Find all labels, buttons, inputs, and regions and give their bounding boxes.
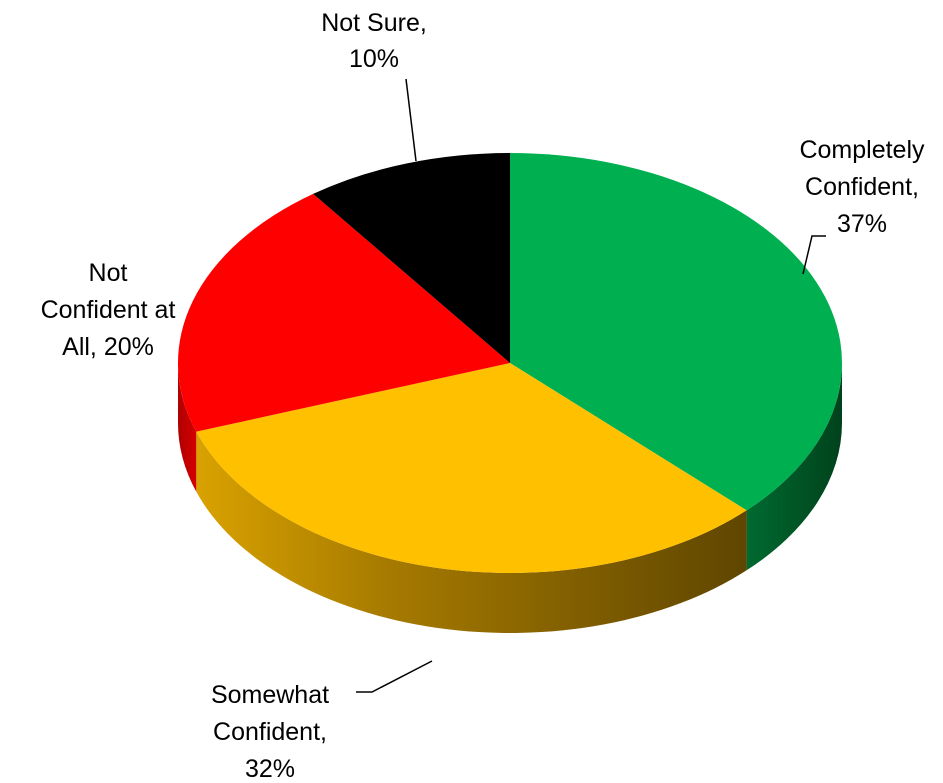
pie-slice-somewhat-confident (196, 363, 747, 573)
pie-slices (177, 153, 842, 573)
pie-side-not-confident-at-all (178, 363, 197, 492)
data-label-line: Confident, (805, 173, 919, 201)
data-label-line: Somewhat (211, 681, 329, 709)
data-label-line: 37% (837, 210, 887, 238)
data-labels: Completely Confident, 37% Somewhat Confident… (41, 9, 925, 783)
pie-slice-completely-confident (510, 153, 842, 511)
data-label-line: Not (89, 259, 128, 287)
pie-slice-not-confident-at-all (177, 193, 510, 432)
data-label-line: Confident at (41, 296, 176, 324)
pie-sides (178, 363, 842, 633)
data-label-line: Confident, (213, 718, 327, 746)
data-label-completely-confident: Completely Confident, 37% (799, 136, 925, 238)
pie-side-completely-confident (746, 363, 842, 571)
leader-line-not-sure (405, 78, 417, 162)
pie-slice-not-sure (313, 153, 510, 363)
pie-side-somewhat-confident (196, 431, 747, 633)
data-label-not-sure: Not Sure, 10% (321, 9, 427, 73)
data-label-line: 10% (349, 45, 399, 73)
leader-line-somewhat-confident (356, 660, 433, 693)
data-label-line: Completely (799, 136, 925, 164)
data-label-line: 32% (245, 755, 295, 783)
data-label-somewhat-confident: Somewhat Confident, 32% (211, 681, 329, 783)
leader-lines (356, 78, 826, 693)
data-label-not-confident-at-all: Not Confident at All, 20% (41, 259, 176, 361)
data-label-line: Not Sure, (321, 9, 427, 37)
data-label-line: All, 20% (62, 333, 154, 361)
leader-line-completely-confident (802, 235, 826, 275)
